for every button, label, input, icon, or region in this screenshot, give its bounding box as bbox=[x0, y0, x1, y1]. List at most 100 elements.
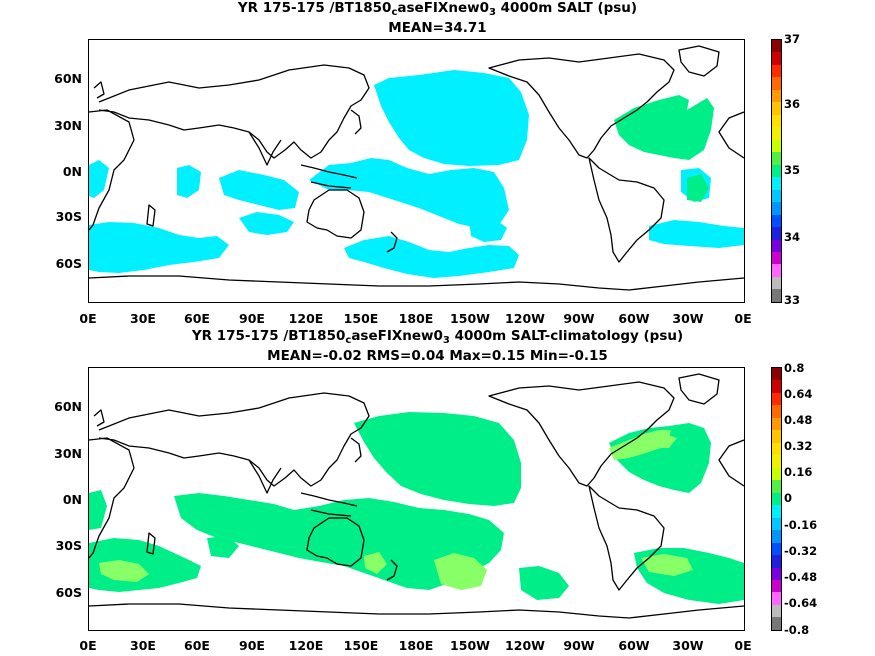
bottom-colorbar-label: 0.64 bbox=[784, 387, 813, 401]
colorbar-swatch bbox=[772, 177, 781, 190]
bottom-map bbox=[88, 367, 745, 631]
colorbar-swatch bbox=[772, 455, 781, 468]
colorbar-swatch bbox=[772, 152, 781, 165]
colorbar-swatch bbox=[772, 164, 781, 178]
colorbar-swatch bbox=[772, 555, 781, 568]
colorbar-swatch bbox=[772, 505, 781, 518]
top-map bbox=[88, 39, 745, 303]
top-lon-label: 120W bbox=[505, 311, 545, 326]
bottom-lat-label: 0N bbox=[62, 492, 82, 507]
bottom-colorbar-label: -0.32 bbox=[784, 544, 818, 558]
colorbar-swatch bbox=[772, 579, 781, 593]
bottom-lon-label: 0E bbox=[734, 638, 752, 653]
colorbar-swatch bbox=[772, 189, 781, 203]
colorbar-swatch bbox=[772, 492, 781, 506]
bottom-colorbar-label: 0.8 bbox=[784, 361, 805, 375]
bottom-lon-label: 150W bbox=[450, 638, 490, 653]
colorbar-swatch bbox=[772, 392, 781, 406]
top-continents bbox=[89, 45, 744, 291]
top-title: YR 175-175 /BT1850caseFIXnew03 4000m SAL… bbox=[237, 0, 638, 18]
bottom-lon-label: 120E bbox=[288, 638, 324, 653]
bottom-lon-label: 90E bbox=[239, 638, 265, 653]
bottom-lon-label: 60E bbox=[184, 638, 210, 653]
bottom-positive-field bbox=[99, 430, 693, 590]
top-lon-label: 90W bbox=[563, 311, 595, 326]
colorbar-swatch bbox=[772, 77, 781, 90]
colorbar-swatch bbox=[772, 239, 781, 252]
colorbar-swatch bbox=[772, 127, 781, 140]
bottom-lon-label: 150E bbox=[343, 638, 379, 653]
bottom-lon-label: 30W bbox=[672, 638, 704, 653]
top-lat-label: 30N bbox=[54, 118, 82, 133]
colorbar-swatch bbox=[772, 604, 781, 618]
colorbar-swatch bbox=[772, 567, 781, 580]
colorbar-swatch bbox=[772, 227, 781, 240]
bottom-colorbar-label: -0.48 bbox=[784, 570, 818, 584]
colorbar-swatch bbox=[772, 430, 781, 443]
top-lon-label: 60E bbox=[184, 311, 210, 326]
colorbar-swatch bbox=[772, 89, 781, 103]
bottom-lat-label: 60N bbox=[54, 399, 82, 414]
colorbar-swatch bbox=[772, 251, 781, 265]
top-lon-label: 150E bbox=[343, 311, 379, 326]
colorbar-swatch bbox=[772, 530, 781, 543]
colorbar-swatch bbox=[772, 617, 781, 630]
colorbar-swatch bbox=[772, 276, 781, 290]
bottom-lat-label: 30S bbox=[55, 538, 82, 553]
bottom-colorbar-label: 0.48 bbox=[784, 413, 813, 427]
top-lon-label: 150W bbox=[450, 311, 490, 326]
colorbar-swatch bbox=[772, 405, 781, 418]
colorbar-swatch bbox=[772, 467, 781, 481]
colorbar-swatch bbox=[772, 139, 781, 153]
bottom-lon-label: 0E bbox=[79, 638, 97, 653]
top-colorbar-label: 36 bbox=[784, 97, 801, 111]
top-lon-label: 0E bbox=[79, 311, 97, 326]
top-salinity-field bbox=[89, 70, 744, 278]
top-lon-label: 90E bbox=[239, 311, 265, 326]
top-atlantic-field bbox=[614, 95, 714, 202]
top-lon-label: 60W bbox=[618, 311, 650, 326]
colorbar-swatch bbox=[772, 442, 781, 456]
bottom-lon-label: 90W bbox=[563, 638, 595, 653]
bottom-colorbar-label: -0.8 bbox=[784, 623, 810, 637]
bottom-lat-label: 60S bbox=[55, 585, 82, 600]
bottom-colorbar-label: 0 bbox=[784, 491, 793, 505]
colorbar-swatch bbox=[772, 542, 781, 556]
colorbar-swatch bbox=[772, 114, 781, 128]
top-colorbar-label: 34 bbox=[784, 230, 801, 244]
colorbar-swatch bbox=[772, 214, 781, 228]
top-map-canvas bbox=[89, 45, 744, 291]
bottom-colorbar-label: -0.64 bbox=[784, 596, 818, 610]
colorbar-swatch bbox=[772, 202, 781, 215]
bottom-lon-label: 120W bbox=[505, 638, 545, 653]
top-colorbar bbox=[771, 39, 782, 303]
top-lon-label: 120E bbox=[288, 311, 324, 326]
bottom-colorbar-label: 0.32 bbox=[784, 439, 813, 453]
top-lon-label: 30E bbox=[130, 311, 156, 326]
top-lat-label: 60N bbox=[54, 71, 82, 86]
colorbar-swatch bbox=[772, 64, 781, 78]
bottom-colorbar-label: 0.16 bbox=[784, 465, 813, 479]
top-stats: MEAN=34.71 bbox=[388, 20, 487, 36]
top-lat-label: 0N bbox=[62, 164, 82, 179]
colorbar-swatch bbox=[772, 380, 781, 393]
colorbar-swatch bbox=[772, 368, 781, 381]
colorbar-swatch bbox=[772, 40, 781, 53]
top-lat-label: 30S bbox=[55, 209, 82, 224]
colorbar-swatch bbox=[772, 480, 781, 493]
colorbar-swatch bbox=[772, 289, 781, 302]
colorbar-swatch bbox=[772, 592, 781, 605]
bottom-map-canvas bbox=[89, 373, 744, 619]
bottom-colorbar bbox=[771, 367, 782, 631]
top-colorbar-label: 37 bbox=[784, 32, 801, 46]
bottom-colorbar-label: -0.16 bbox=[784, 518, 818, 532]
bottom-stats: MEAN=-0.02 RMS=0.04 Max=0.15 Min=-0.15 bbox=[267, 348, 608, 364]
top-lon-label: 30W bbox=[672, 311, 704, 326]
bottom-lon-label: 30E bbox=[130, 638, 156, 653]
top-lon-label: 0E bbox=[734, 311, 752, 326]
top-lon-label: 180E bbox=[398, 311, 434, 326]
bottom-lon-label: 180E bbox=[398, 638, 434, 653]
colorbar-swatch bbox=[772, 417, 781, 431]
colorbar-swatch bbox=[772, 52, 781, 65]
bottom-lon-label: 60W bbox=[618, 638, 650, 653]
